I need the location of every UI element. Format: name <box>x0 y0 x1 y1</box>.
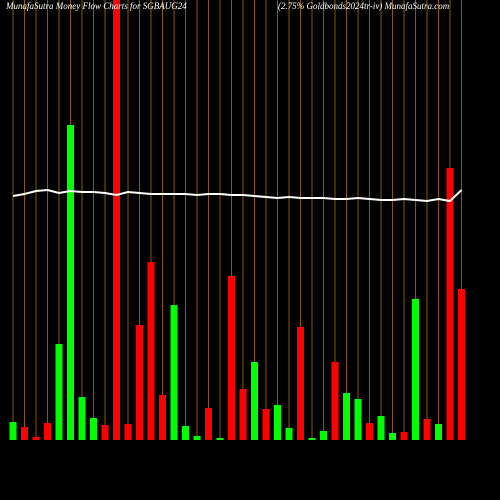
bar <box>400 432 408 440</box>
lines <box>12 188 463 203</box>
bar <box>228 276 235 440</box>
bar <box>239 389 247 440</box>
chart-title: MunafaSutra Money Flow Charts for SGBAUG… <box>5 1 187 11</box>
bar <box>366 423 373 440</box>
bar <box>412 299 419 440</box>
bar <box>216 438 224 440</box>
bar <box>251 362 258 440</box>
bar <box>389 433 396 440</box>
bars <box>9 0 465 440</box>
bar <box>21 427 28 440</box>
bar <box>78 397 86 440</box>
bar <box>331 362 339 440</box>
bar <box>343 393 350 440</box>
bar <box>274 405 281 440</box>
bar <box>423 419 431 440</box>
bar <box>435 424 442 440</box>
bar <box>147 262 155 440</box>
bar <box>308 438 316 440</box>
chart-subtitle: (2.75% Goldbonds2024tr-iv) MunafaSutra.c… <box>278 1 450 11</box>
bar <box>67 125 74 440</box>
bar <box>377 416 385 440</box>
money-flow-line <box>12 188 463 203</box>
bar <box>136 325 143 440</box>
bar <box>320 431 327 440</box>
bar <box>170 305 178 440</box>
bar <box>90 418 97 440</box>
bar <box>44 423 51 440</box>
bar <box>124 424 132 440</box>
bar <box>101 425 109 440</box>
bar <box>159 395 166 440</box>
bar <box>262 409 270 440</box>
bar <box>354 399 362 440</box>
bar <box>446 168 454 440</box>
bar <box>32 437 40 440</box>
bar <box>205 408 212 440</box>
bar <box>193 436 201 440</box>
bar <box>297 327 304 440</box>
bar <box>458 289 465 440</box>
bar <box>285 428 293 440</box>
bar <box>182 426 189 440</box>
bar <box>113 0 120 440</box>
bar <box>55 344 63 440</box>
bar <box>9 422 17 440</box>
